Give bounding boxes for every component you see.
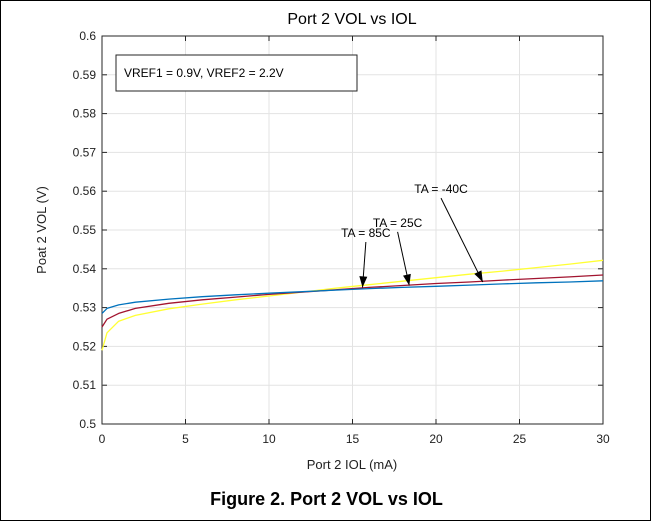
y-tick-label: 0.52 (73, 339, 97, 353)
y-tick-label: 0.51 (73, 378, 97, 392)
y-tick-label: 0.53 (73, 301, 97, 315)
series-line-2 (101, 280, 604, 314)
annotation-arrow-line (440, 197, 484, 283)
x-tick-label: 0 (99, 432, 106, 446)
y-tick-label: 0.55 (73, 223, 97, 237)
figure-caption: Figure 2. Port 2 VOL vs IOL (210, 489, 443, 509)
annotation-label: TA = 25C (373, 216, 423, 230)
annotation-arrow-head (403, 273, 411, 286)
axis-ticks: 0 5 10 15 20 25 30 0.5 0.51 0.52 0.53 0.54 0.55 0.56 0… (73, 29, 610, 446)
x-axis-label: Port 2 IOL (mA) (307, 457, 398, 472)
x-tick-label: 20 (429, 432, 443, 446)
annotation-label: TA = -40C (414, 182, 468, 196)
y-tick-label: 0.58 (73, 107, 97, 121)
legend-box-text: VREF1 = 0.9V, VREF2 = 2.2V (124, 66, 284, 80)
annotation-arrow-head (359, 276, 368, 288)
x-tick-label: 15 (346, 432, 360, 446)
y-tick-label: 0.56 (73, 184, 97, 198)
annotation-label: TA = 85C (341, 226, 391, 240)
y-tick-label: 0.5 (79, 417, 96, 431)
x-tick-label: 10 (262, 432, 276, 446)
y-tick-label: 0.57 (73, 145, 97, 159)
x-tick-label: 25 (513, 432, 527, 446)
y-tick-label: 0.59 (73, 68, 97, 82)
x-tick-label: 30 (596, 432, 610, 446)
x-tick-label: 5 (182, 432, 189, 446)
legend-box-frame (115, 54, 358, 92)
chart-title: Port 2 VOL vs IOL (287, 11, 416, 28)
annotation-arrow-head (474, 270, 483, 282)
y-axis-label: Poat 2 VOL (V) (34, 186, 49, 274)
legend-box: VREF1 = 0.9V, VREF2 = 2.2V (115, 54, 358, 92)
y-tick-label: 0.6 (79, 29, 96, 43)
series-lines (101, 259, 604, 351)
y-tick-label: 0.54 (73, 262, 97, 276)
series-line-0 (101, 259, 604, 351)
